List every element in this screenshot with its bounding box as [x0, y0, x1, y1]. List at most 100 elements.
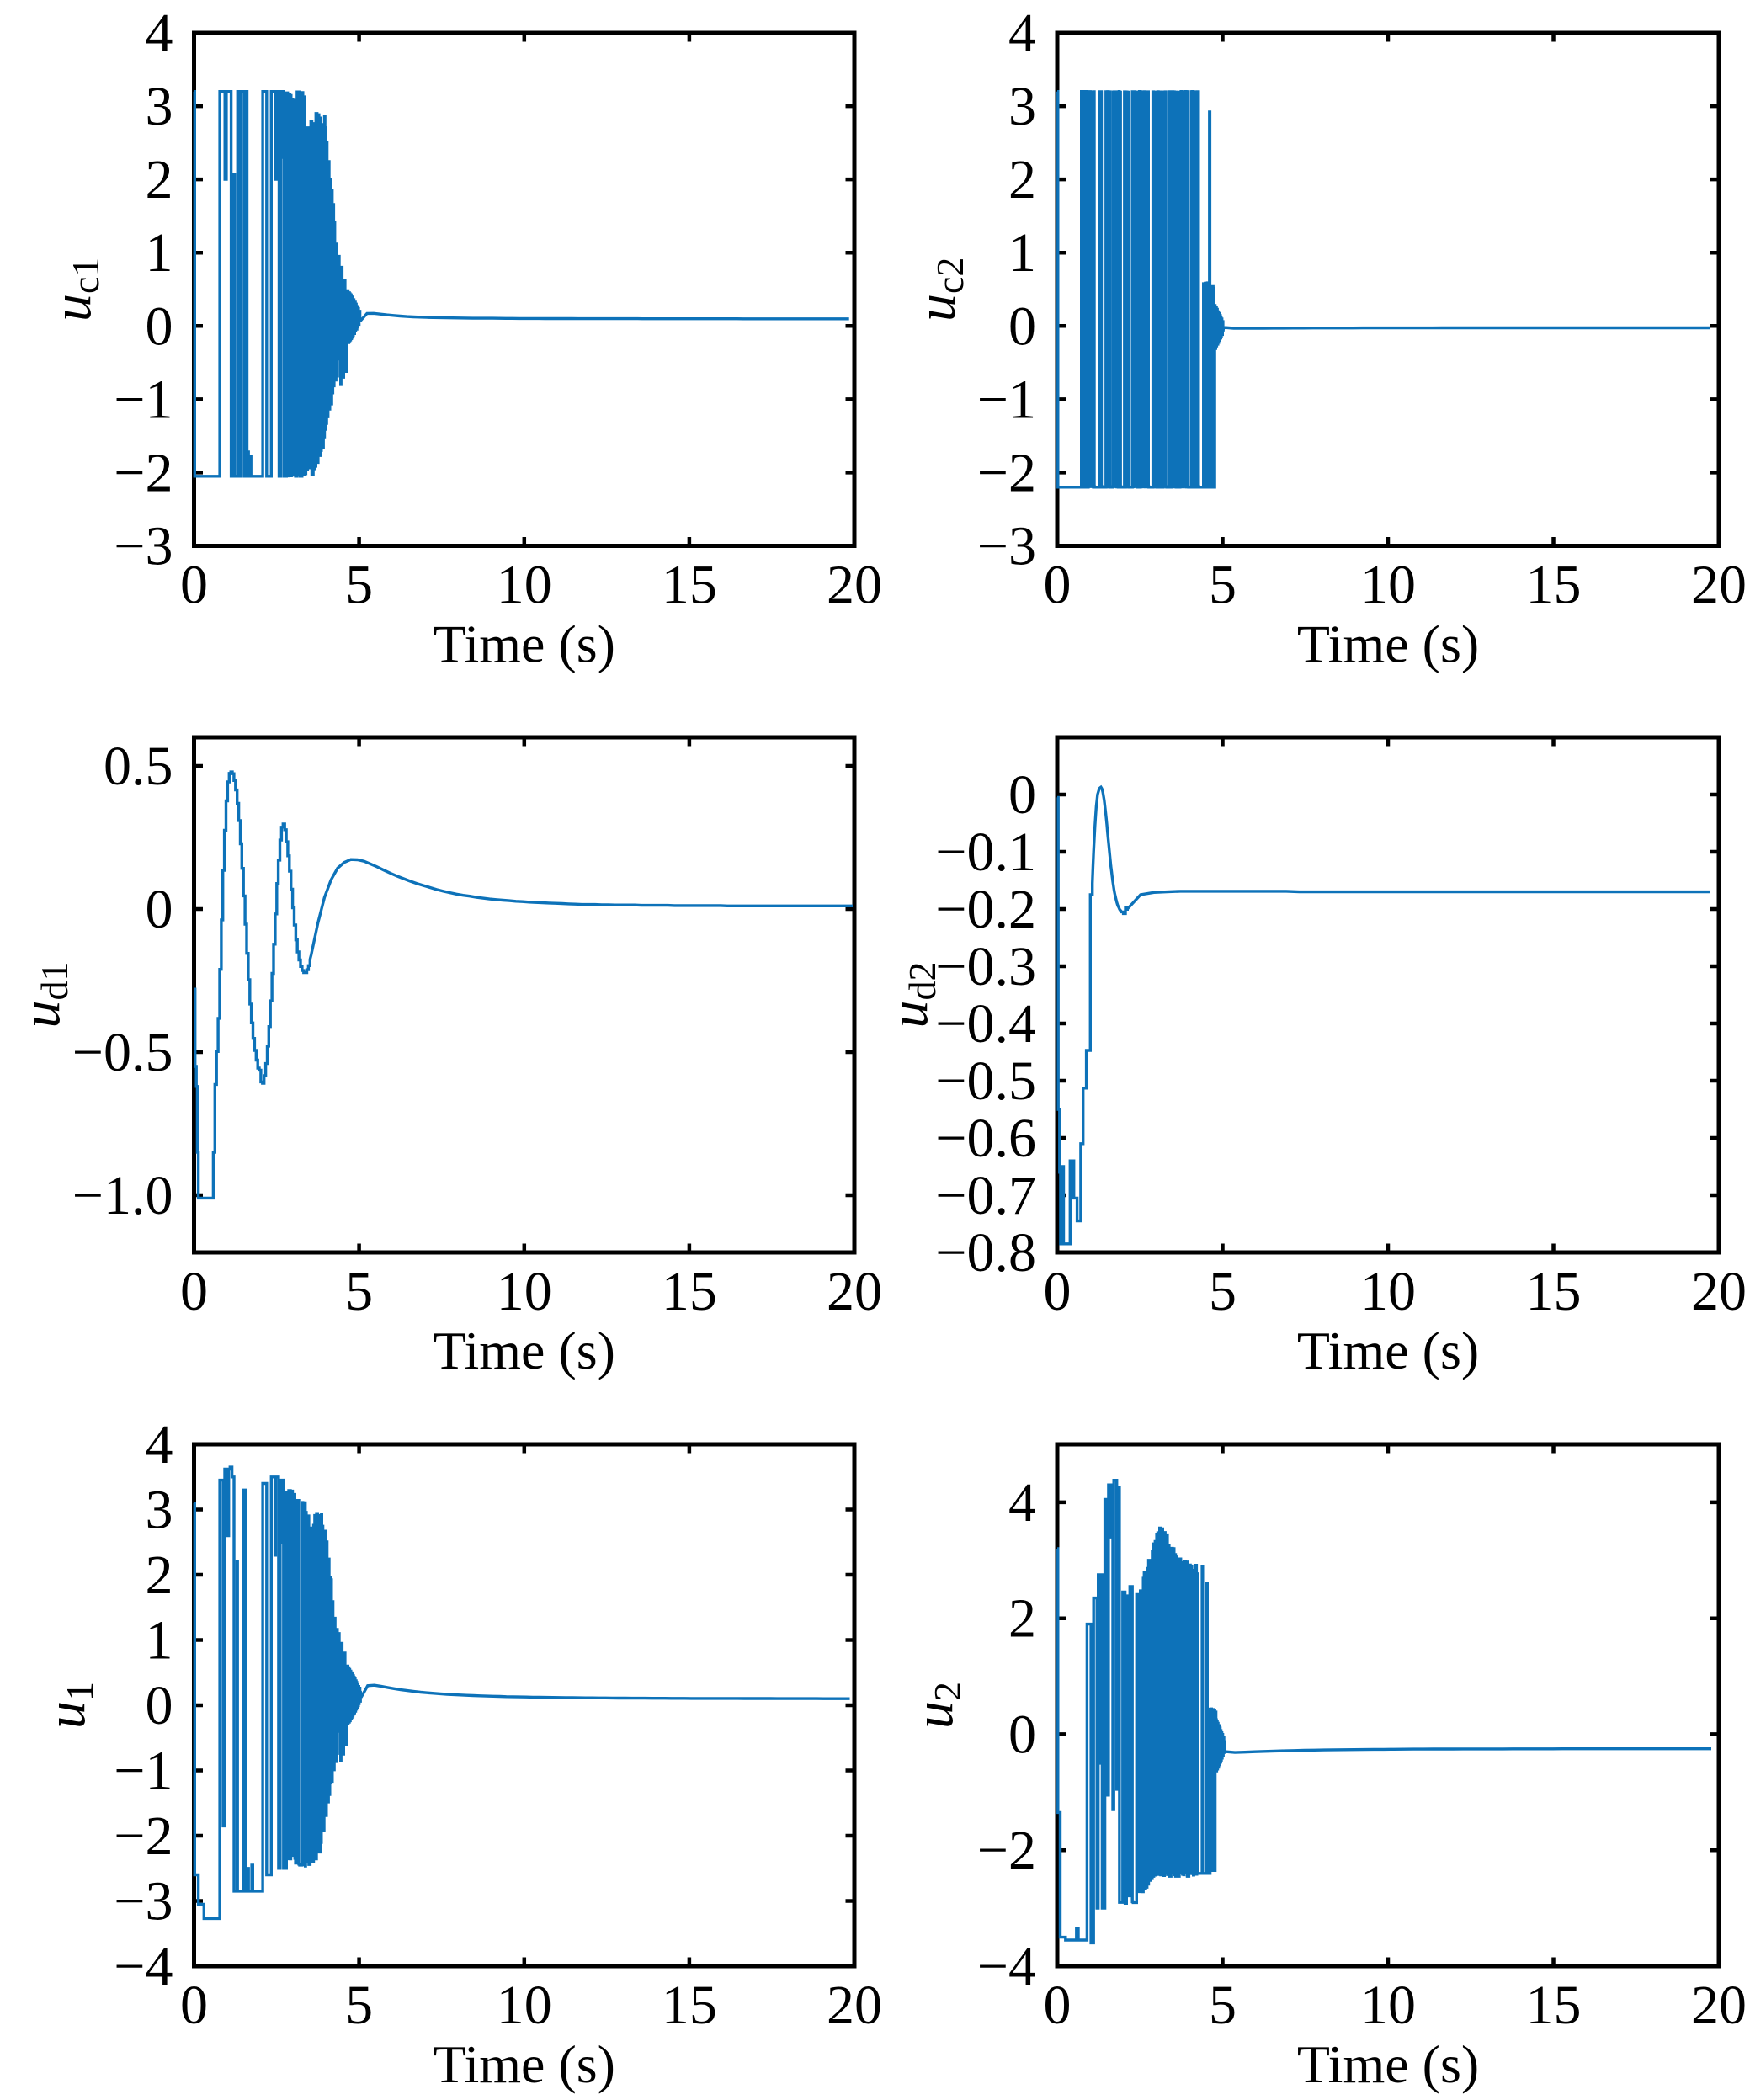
x-tick-label: 5 [1209, 1261, 1237, 1322]
x-tick-label: 0 [1044, 1261, 1072, 1322]
y-axis-label: uc1 [41, 258, 107, 322]
x-tick-label: 0 [180, 1261, 208, 1322]
series-line-u2 [1056, 1479, 1711, 1945]
x-tick-label: 10 [497, 555, 552, 616]
y-tick-label: −2 [977, 442, 1036, 503]
x-tick-label: 15 [662, 1975, 717, 2036]
y-tick-label: −1.0 [72, 1165, 173, 1226]
y-tick-label: −1 [114, 369, 173, 430]
x-tick-label: 10 [1360, 1975, 1416, 2036]
x-tick-label: 0 [1044, 1975, 1072, 2036]
y-tick-label: 0 [1008, 764, 1036, 826]
y-tick-label: 3 [1008, 76, 1036, 137]
tick-marks [1055, 737, 1721, 1255]
y-tick-label: 3 [146, 76, 173, 137]
y-axis-label-base: u [10, 1001, 72, 1029]
x-axis-label: Time (s) [434, 2034, 615, 2094]
x-axis-label: Time (s) [1297, 2034, 1479, 2094]
y-tick-label: −2 [977, 1820, 1036, 1881]
y-axis-label-subscript: d2 [901, 962, 944, 1001]
y-axis-label-subscript: c1 [64, 258, 107, 294]
y-axis-label: ud1 [10, 962, 76, 1029]
x-tick-label: 10 [497, 1261, 552, 1322]
y-tick-label: 2 [1008, 1588, 1036, 1650]
y-axis-label: u1 [35, 1682, 101, 1729]
x-axis-label: Time (s) [434, 1321, 615, 1380]
x-tick-label: 0 [1044, 555, 1072, 616]
x-tick-label: 5 [1209, 555, 1237, 616]
x-tick-label: 20 [827, 1975, 882, 2036]
tick-marks [1055, 30, 1721, 548]
y-axis-label-base: u [903, 1701, 965, 1729]
y-tick-label: 1 [146, 222, 173, 284]
y-tick-label: 2 [146, 149, 173, 210]
y-axis-label-subscript: 1 [58, 1682, 101, 1701]
y-axis-label: ud2 [878, 962, 944, 1029]
y-tick-label: −1 [114, 1741, 173, 1802]
y-tick-label: 0 [146, 1675, 173, 1736]
y-tick-label: 0 [146, 295, 173, 357]
x-tick-label: 5 [345, 1261, 373, 1322]
subplot-ud2: 0 5 10 15 200−0.1−0.2−0.3−0.4−0.5−0.6−0.7−0.… [878, 735, 1747, 1380]
x-tick-label: 0 [180, 1975, 208, 2036]
subplot-ud1: 0 5 10 15 20 0.5 0 −0.5 −1.0 Time (s) ud1 [10, 735, 882, 1380]
x-tick-label: 15 [662, 555, 717, 616]
y-tick-label: 1 [1008, 222, 1036, 284]
series-line-ud1 [194, 770, 853, 1200]
y-tick-label: 0 [1008, 295, 1036, 357]
tick-marks [192, 737, 857, 1252]
x-tick-label: 10 [497, 1975, 552, 2036]
y-axis-label-subscript: 2 [926, 1682, 969, 1701]
series-line-u1 [193, 1465, 850, 1921]
y-tick-label: 4 [1008, 3, 1036, 64]
y-tick-label: −4 [114, 1936, 173, 1997]
y-axis-label-base: u [41, 294, 103, 322]
series-line-uc2 [1056, 90, 1710, 489]
x-tick-label: 5 [345, 1975, 373, 2036]
y-tick-label: −0.5 [72, 1022, 173, 1083]
y-tick-label: −2 [114, 442, 173, 503]
x-axis-label: Time (s) [1297, 1321, 1479, 1380]
x-tick-label: 15 [662, 1261, 717, 1322]
y-tick-label: −3 [114, 516, 173, 577]
y-tick-label: 0.5 [104, 736, 173, 797]
y-tick-label: 2 [146, 1544, 173, 1606]
x-tick-label: 15 [1526, 1975, 1582, 2036]
y-tick-label: 1 [146, 1610, 173, 1672]
x-axis-label: Time (s) [434, 614, 615, 674]
y-axis-label: u2 [903, 1682, 969, 1729]
x-tick-label: 10 [1360, 1261, 1416, 1322]
y-tick-label: −0.8 [935, 1222, 1036, 1284]
x-tick-label: 0 [180, 555, 208, 616]
y-tick-label: 2 [1008, 149, 1036, 210]
subplot-uc2: 0 5 10 15 20 −3 −2 −1 0 1 2 3 4 Time (s) uc2 [906, 3, 1747, 674]
x-tick-label: 20 [827, 555, 882, 616]
y-tick-label: −4 [977, 1936, 1036, 1997]
y-tick-label: −0.5 [935, 1050, 1036, 1112]
x-tick-label: 20 [1691, 1975, 1747, 2036]
x-tick-label: 10 [1360, 555, 1416, 616]
x-tick-label: 15 [1526, 1261, 1582, 1322]
x-axis-label: Time (s) [1297, 614, 1479, 674]
x-tick-label: 20 [1691, 555, 1747, 616]
y-tick-label: 4 [146, 3, 173, 64]
x-tick-label: 20 [827, 1261, 882, 1322]
y-tick-label: 3 [146, 1480, 173, 1541]
axes-box [192, 735, 857, 1255]
tick-marks [192, 30, 857, 548]
series-line-ud2 [1056, 784, 1710, 1246]
y-axis-label-base: u [906, 294, 967, 322]
x-tick-label: 15 [1526, 555, 1582, 616]
y-tick-label: 4 [146, 1414, 173, 1475]
y-tick-label: −1 [977, 369, 1036, 430]
y-tick-label: 4 [1008, 1472, 1036, 1534]
y-tick-label: 0 [1008, 1704, 1036, 1765]
x-tick-label: 5 [345, 555, 373, 616]
y-axis-label-subscript: c2 [928, 258, 971, 294]
x-tick-label: 5 [1209, 1975, 1237, 2036]
y-tick-label: 0 [146, 879, 173, 940]
